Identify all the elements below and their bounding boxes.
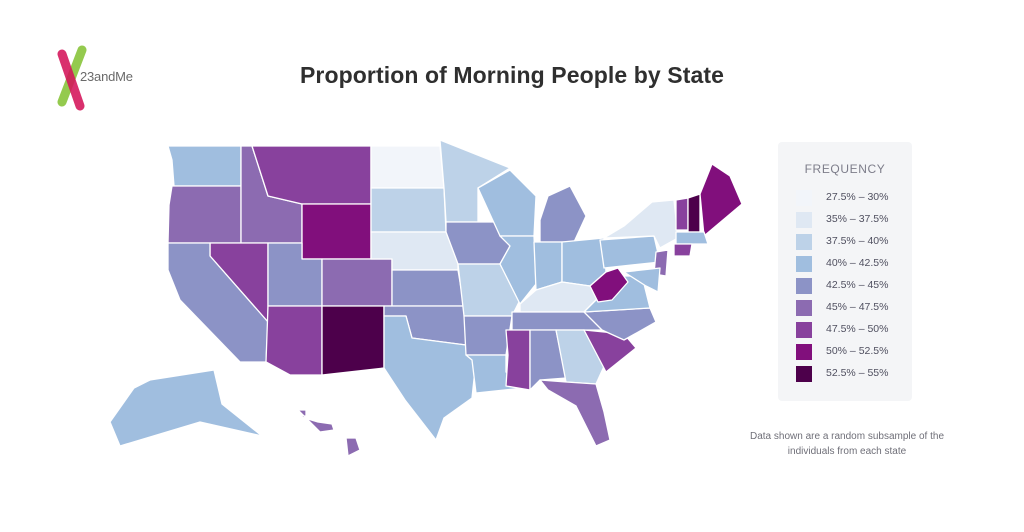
state-ma	[675, 231, 709, 245]
map-title: Proportion of Morning People by State	[299, 62, 725, 88]
state-al	[529, 329, 567, 391]
brand-name: 23andMe	[80, 69, 133, 84]
state-ar	[463, 315, 513, 356]
legend-item: 35% – 37.5%	[796, 212, 906, 228]
logo-pink-stroke	[57, 49, 85, 111]
legend-item: 40% – 42.5%	[796, 256, 906, 272]
legend-swatch	[796, 366, 812, 382]
legend-label: 35% – 37.5%	[826, 213, 889, 225]
state-az	[265, 305, 323, 376]
legend-item: 50% – 52.5%	[796, 344, 906, 360]
state-wy	[301, 203, 372, 260]
legend-label: 42.5% – 45%	[826, 279, 889, 291]
state-md	[623, 267, 661, 293]
state-wi	[477, 169, 537, 237]
state-wa	[167, 145, 242, 187]
legend-item: 37.5% – 40%	[796, 234, 906, 250]
legend-label: 47.5% – 50%	[826, 323, 889, 335]
state-nd	[370, 145, 445, 189]
state-wv	[589, 267, 629, 303]
legend-swatch	[796, 256, 812, 272]
state-me	[699, 163, 743, 237]
state-ms	[505, 329, 531, 391]
legend-title: FREQUENCY	[804, 162, 886, 176]
legend-swatch	[796, 300, 812, 316]
state-ct	[673, 243, 693, 257]
state-hi	[345, 437, 361, 457]
legend-swatch	[796, 212, 812, 228]
legend-swatch	[796, 190, 812, 206]
legend-label: 40% – 42.5%	[826, 257, 889, 269]
state-sd	[370, 187, 447, 233]
state-mo	[457, 263, 521, 317]
brand-logo	[57, 45, 87, 111]
state-mi	[539, 185, 587, 243]
state-or	[167, 185, 242, 244]
legend-item: 45% – 47.5%	[796, 300, 906, 316]
legend-label: 50% – 52.5%	[826, 345, 889, 357]
state-ak	[109, 369, 263, 447]
sample-note: Data shown are a random subsample of the…	[750, 431, 944, 457]
state-ga	[555, 329, 607, 385]
legend-item: 27.5% – 30%	[796, 190, 906, 206]
state-nh	[687, 193, 701, 233]
legend-label: 27.5% – 30%	[826, 191, 889, 203]
legend-swatch	[796, 322, 812, 338]
state-vt	[675, 197, 689, 231]
state-pa	[599, 235, 661, 269]
legend-item: 42.5% – 45%	[796, 278, 906, 294]
legend-label: 37.5% – 40%	[826, 235, 889, 247]
legend-label: 52.5% – 55%	[826, 367, 889, 379]
legend-item: 52.5% – 55%	[796, 366, 906, 382]
state-fl	[539, 379, 611, 447]
state-nm	[321, 305, 385, 376]
legend-swatch	[796, 234, 812, 250]
legend-swatch	[796, 344, 812, 360]
state-hi-islands	[297, 409, 335, 433]
legend-label: 45% – 47.5%	[826, 301, 889, 313]
legend-swatch	[796, 278, 812, 294]
state-mt	[251, 145, 372, 205]
legend-item: 47.5% – 50%	[796, 322, 906, 338]
state-ks	[391, 269, 465, 307]
legend-panel: FREQUENCY 27.5% – 30% 35% – 37.5% 37.5% …	[778, 142, 912, 401]
state-co	[321, 258, 393, 307]
state-tx	[383, 315, 477, 441]
